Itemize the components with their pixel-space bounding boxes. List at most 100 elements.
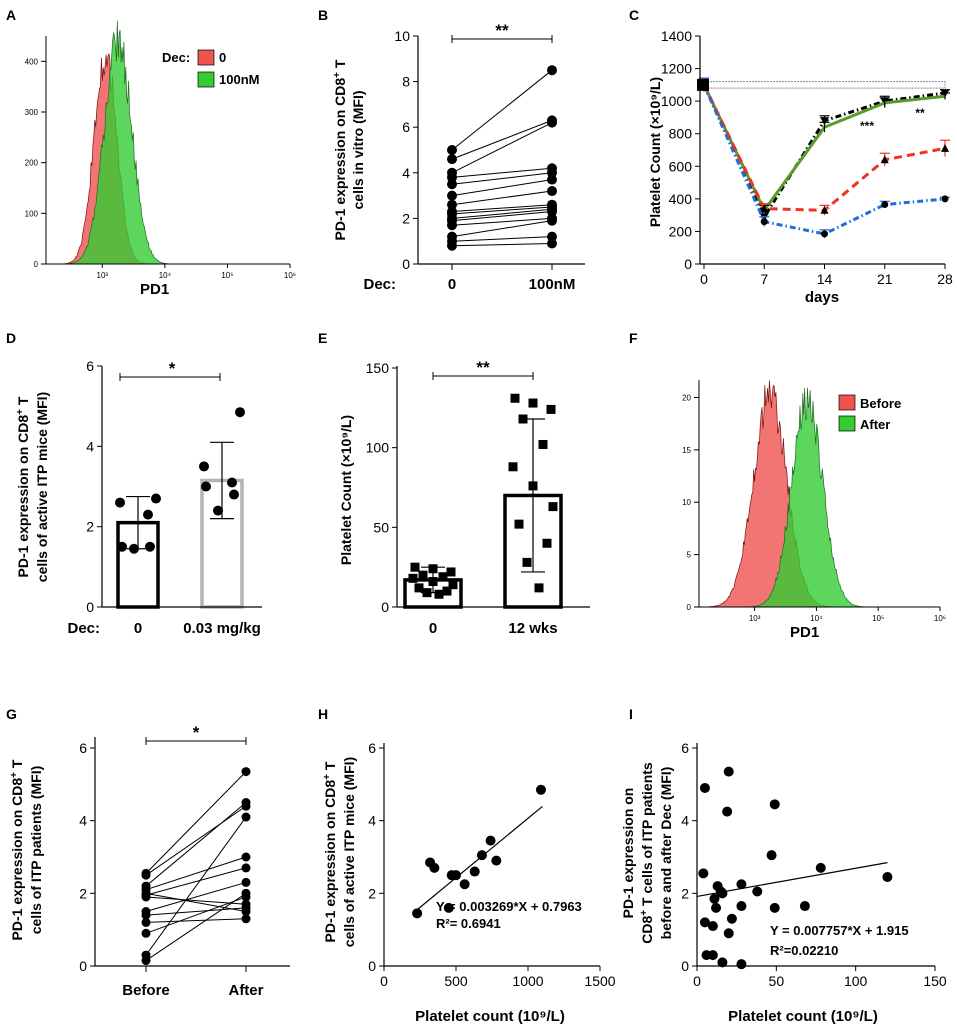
panel-i-y-label-line-3: before and after Dec (MFI): [658, 767, 674, 940]
panel-f-y-ticks: 0 5 10 15 20: [682, 393, 699, 612]
panel-h-x-tick-0: 0: [380, 973, 388, 989]
panel-g-y-tick-2: 4: [79, 813, 87, 829]
panel-d-bars: [115, 407, 245, 609]
panel-a-legend-label-1: 100nM: [219, 72, 259, 87]
panel-e-x-tick-0: 0: [429, 620, 437, 637]
panel-g-pair-line-3: [145, 856, 247, 891]
panel-label-f: F: [629, 330, 638, 346]
panel-c-y-tick-2: 400: [669, 191, 693, 207]
panel-h-y-label-line-2: cells of active ITP mice (MFI): [341, 757, 357, 947]
panel-h-x-tick-2: 1000: [512, 973, 543, 989]
panel-c-y-tick-7: 1400: [661, 28, 692, 44]
panel-a-x-tick-0: 10³: [97, 271, 109, 280]
panel-c-series-green-line: [702, 84, 946, 214]
panel-c-x-tick-1: 7: [760, 271, 768, 287]
panel-c-series-red-line: [702, 84, 946, 212]
panel-i-point-10: [717, 888, 728, 899]
panel-e-point-1-2: [546, 404, 556, 414]
panel-g-pair-line-4: [145, 892, 247, 912]
panel-c-series-red-point-4: [941, 143, 949, 152]
panel-c-x-tick-4: 28: [937, 271, 953, 287]
panel-a-x-ticks: 10³ 10⁴ 10⁵ 10⁶: [97, 264, 296, 280]
panel-f-x-label: PD1: [790, 624, 819, 641]
panel-i-point-18: [736, 901, 747, 912]
panel-h-y-tick-3: 6: [368, 740, 376, 756]
panel-a-x-tick-2: 10⁵: [221, 271, 233, 280]
panel-d-point-0-3: [117, 541, 127, 552]
panel-h-point-11: [451, 870, 461, 881]
panel-b-pair-line-11: [451, 217, 553, 226]
panel-g-pair-line-0: [145, 771, 247, 874]
panel-c-series-black-point-2: [820, 117, 829, 126]
panel-i-point-1: [723, 766, 734, 777]
panel-a-legend-title: Dec:: [162, 50, 190, 65]
panel-g-y-tick-0: 0: [79, 958, 87, 974]
panel-b-y-ticks: 0 2 4 6 8 10: [394, 28, 418, 272]
panel-e-point-0-1: [428, 564, 438, 574]
panel-e-point-1-4: [538, 439, 548, 449]
panel-b-point-after-5: [547, 174, 557, 185]
panel-b-pair-line-8: [451, 206, 553, 215]
panel-c-y-tick-3: 600: [669, 158, 693, 174]
panel-g-pair-line-2: [145, 802, 247, 887]
panel-c-y-tick-5: 1000: [661, 93, 692, 109]
panel-i-r2: R²=0.02210: [770, 943, 838, 958]
panel-d-y-tick-3: 6: [86, 358, 94, 374]
panel-e-y-tick-1: 50: [373, 519, 389, 535]
panel-f-curve-1: [699, 387, 940, 608]
panel-f-x-ticks: 10³ 10⁴ 10⁵ 10⁶: [749, 607, 946, 623]
panel-b-point-before-11: [447, 220, 457, 231]
panel-d-significance: *: [169, 359, 176, 378]
panel-i-y-label-line-1: PD-1 expression on: [620, 788, 636, 919]
panel-g-x-tick-1: After: [228, 982, 263, 999]
panel-h-r2: R²= 0.6941: [436, 916, 501, 931]
panel-g-y-ticks: 0 2 4 6: [79, 740, 95, 974]
panel-g-point-before-12: [141, 956, 151, 966]
panel-c-series-blue-point-2: [821, 230, 828, 238]
panel-i-fit-line: [696, 862, 888, 898]
panel-i-point-4: [766, 850, 777, 861]
panel-e-point-1-0: [510, 393, 520, 403]
panel-c-series-black-line: [702, 84, 946, 220]
panel-e-point-1-8: [514, 519, 524, 529]
panel-f-curves: [699, 380, 940, 608]
panel-b-paired-plot: 0 2 4 6 8 10 Dec: 0 100nM ** PD-1 expression …: [332, 21, 585, 293]
panel-g-y-tick-3: 6: [79, 740, 87, 756]
panel-d-y-label-line-2: cells of active ITP mice (MFI): [34, 392, 50, 582]
panel-c-series-blue-point-3: [881, 201, 889, 209]
panel-g-y-label-line-1: PD-1 expression on CD8+ T: [9, 759, 25, 940]
panel-g-pair-line-11: [145, 816, 247, 956]
panel-g-point-before-1: [141, 870, 151, 880]
panel-g-point-after-3: [241, 852, 251, 862]
panel-i-point-23: [717, 957, 728, 968]
panel-d-group-title: Dec:: [67, 620, 100, 637]
panel-h-y-tick-2: 4: [368, 813, 376, 829]
panel-i-equation: Y = 0.007757*X + 1.915: [770, 923, 909, 938]
panel-d-y-ticks: 0 2 4 6: [86, 358, 102, 615]
panel-e-x-tick-1: 12 wks: [508, 620, 557, 637]
panel-e-point-0-0: [410, 562, 420, 572]
panel-b-point-after-4: [547, 167, 557, 178]
panel-a-x-label: PD1: [140, 281, 169, 298]
panel-b-point-after-0: [547, 65, 557, 76]
panel-e-bars: [403, 393, 563, 609]
panel-b-point-before-3: [447, 172, 457, 183]
panel-b-pair-line-7: [451, 204, 553, 213]
panel-i-point-17: [726, 913, 737, 924]
panel-h-points: [412, 784, 546, 919]
panel-b-y-tick-2: 4: [402, 165, 410, 181]
panel-i-points: [696, 766, 893, 970]
panel-e-point-1-3: [518, 414, 528, 424]
panel-b-point-after-10: [547, 206, 557, 217]
panel-e-y-label: Platelet Count (×10⁹/L): [338, 415, 354, 565]
panel-d-point-0-5: [129, 543, 139, 554]
panel-e-point-1-6: [528, 481, 538, 491]
panel-f-y-tick-0: 0: [687, 603, 692, 612]
panel-b-point-after-2: [547, 117, 557, 128]
panel-g-y-tick-1: 2: [79, 885, 87, 901]
panel-g-point-before-8: [141, 910, 151, 920]
panel-i-point-6: [882, 871, 893, 882]
panel-g-point-before-6: [141, 892, 151, 902]
panel-d-point-1-3: [201, 481, 211, 492]
